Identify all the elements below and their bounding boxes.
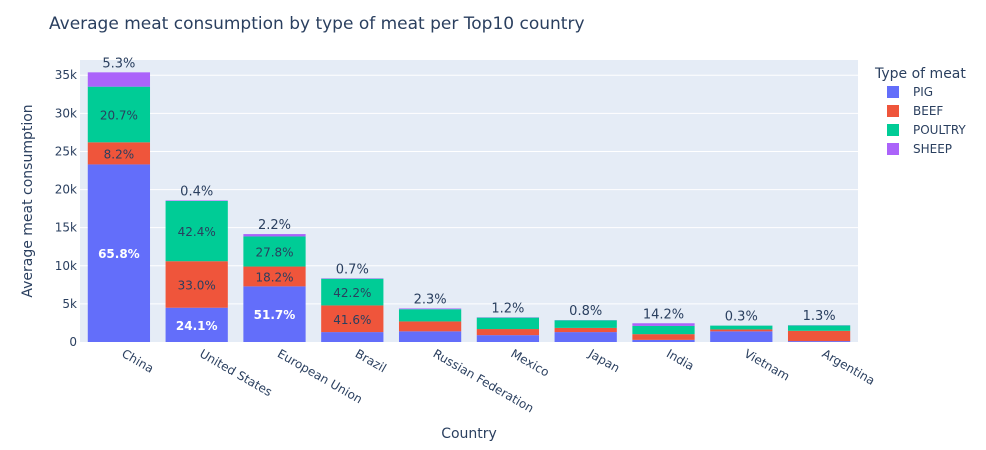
legend-swatch-beef[interactable] (887, 105, 899, 117)
bar-sheep (398, 308, 462, 310)
x-axis-title: Country (441, 426, 497, 442)
bar-sheep (87, 72, 151, 87)
bar-pig (87, 164, 151, 342)
bar-poultry (476, 317, 540, 330)
y-tick-label: 20k (55, 183, 77, 197)
bar-beef (476, 329, 540, 336)
bar-top-label: 0.3% (725, 310, 758, 325)
y-tick-label: 15k (55, 221, 77, 235)
y-axis-title: Average meat consumption (20, 104, 36, 297)
bar-pig (243, 286, 306, 342)
bar-beef (87, 142, 151, 165)
bar-poultry (710, 325, 773, 330)
bar-pig (476, 335, 540, 342)
bar-data-label: 27.8% (255, 245, 293, 259)
bar-top-label: 2.3% (414, 292, 447, 307)
bar-poultry (165, 201, 228, 262)
bar-top-label: 1.2% (491, 301, 524, 316)
bar-pig (632, 339, 695, 342)
y-tick-label: 0 (69, 335, 77, 349)
bar-beef (787, 330, 851, 342)
bar-data-label: 51.7% (254, 308, 296, 322)
x-tick-label: China (119, 346, 156, 375)
legend: Type of meat PIG BEEF POULTRY SHEEP (874, 66, 966, 156)
bar-beef (710, 329, 773, 332)
bar-poultry (632, 325, 695, 335)
legend-item-poultry[interactable]: POULTRY (913, 123, 966, 137)
bar-data-label: 18.2% (255, 270, 293, 284)
y-tick-label: 25k (55, 144, 77, 158)
bar-poultry (243, 236, 306, 267)
bar-beef (632, 334, 695, 340)
bar-top-label: 14.2% (643, 307, 684, 322)
bar-data-label: 42.2% (333, 286, 371, 300)
bar-sheep (632, 323, 695, 326)
bar-poultry (554, 320, 617, 328)
x-tick-label: Brazil (353, 346, 389, 375)
legend-swatch-sheep[interactable] (887, 143, 899, 155)
bar-top-label: 5.3% (102, 56, 135, 71)
bar-pig (554, 332, 617, 342)
bar-top-label: 0.7% (336, 262, 369, 277)
bar-data-label: 20.7% (100, 108, 138, 122)
y-tick-label: 35k (55, 68, 77, 82)
legend-item-sheep[interactable]: SHEEP (913, 142, 952, 156)
y-tick-label: 10k (55, 259, 77, 273)
bar-top-label: 0.4% (180, 184, 213, 199)
bar-pig (165, 307, 228, 342)
bar-beef (165, 261, 228, 308)
bar-poultry (787, 325, 851, 331)
y-axis-ticks: 0 5k 10k 15k 20k 25k 30k 35k (55, 68, 77, 349)
bar-beef (243, 266, 306, 287)
bar-pig (787, 341, 851, 342)
bar-poultry (87, 86, 151, 143)
x-tick-label: European Union (275, 346, 365, 406)
bar-pig (398, 331, 462, 342)
bar-top-label: 0.8% (569, 304, 602, 319)
x-tick-label: United States (197, 346, 274, 399)
bar-pig (321, 332, 384, 342)
x-tick-label: Japan (585, 346, 622, 375)
bar-poultry (321, 278, 384, 306)
bar-data-label: 24.1% (176, 319, 218, 333)
bar-sheep (243, 234, 306, 237)
legend-title: Type of meat (874, 66, 966, 82)
y-tick-label: 30k (55, 106, 77, 120)
bar-pig (710, 331, 773, 342)
bar-top-label: 1.3% (803, 309, 836, 324)
bar-data-label: 42.4% (178, 225, 216, 239)
legend-swatch-poultry[interactable] (887, 124, 899, 136)
legend-swatch-pig[interactable] (887, 86, 899, 98)
bar-poultry (398, 309, 462, 322)
y-tick-label: 5k (62, 297, 77, 311)
x-tick-label: India (664, 346, 697, 373)
bar-sheep (165, 200, 228, 201)
x-tick-label: Vietnam (742, 346, 792, 383)
bar-data-label: 65.8% (98, 247, 140, 261)
chart-title: Average meat consumption by type of meat… (49, 14, 585, 34)
legend-item-pig[interactable]: PIG (913, 85, 933, 99)
bar-data-label: 33.0% (178, 278, 216, 292)
legend-item-beef[interactable]: BEEF (913, 104, 943, 118)
bar-beef (321, 305, 384, 333)
x-tick-label: Mexico (508, 346, 551, 379)
bar-top-label: 2.2% (258, 218, 291, 233)
bar-data-label: 8.2% (104, 147, 135, 161)
bars: 65.8% 8.2% 20.7% 5.3% 24.1% 33.0% 42.4% 0.4% 51.… (87, 56, 851, 342)
bar-beef (554, 327, 617, 333)
bar-beef (398, 321, 462, 332)
bar-data-label: 41.6% (333, 313, 371, 327)
x-tick-label: Argentina (820, 346, 878, 387)
